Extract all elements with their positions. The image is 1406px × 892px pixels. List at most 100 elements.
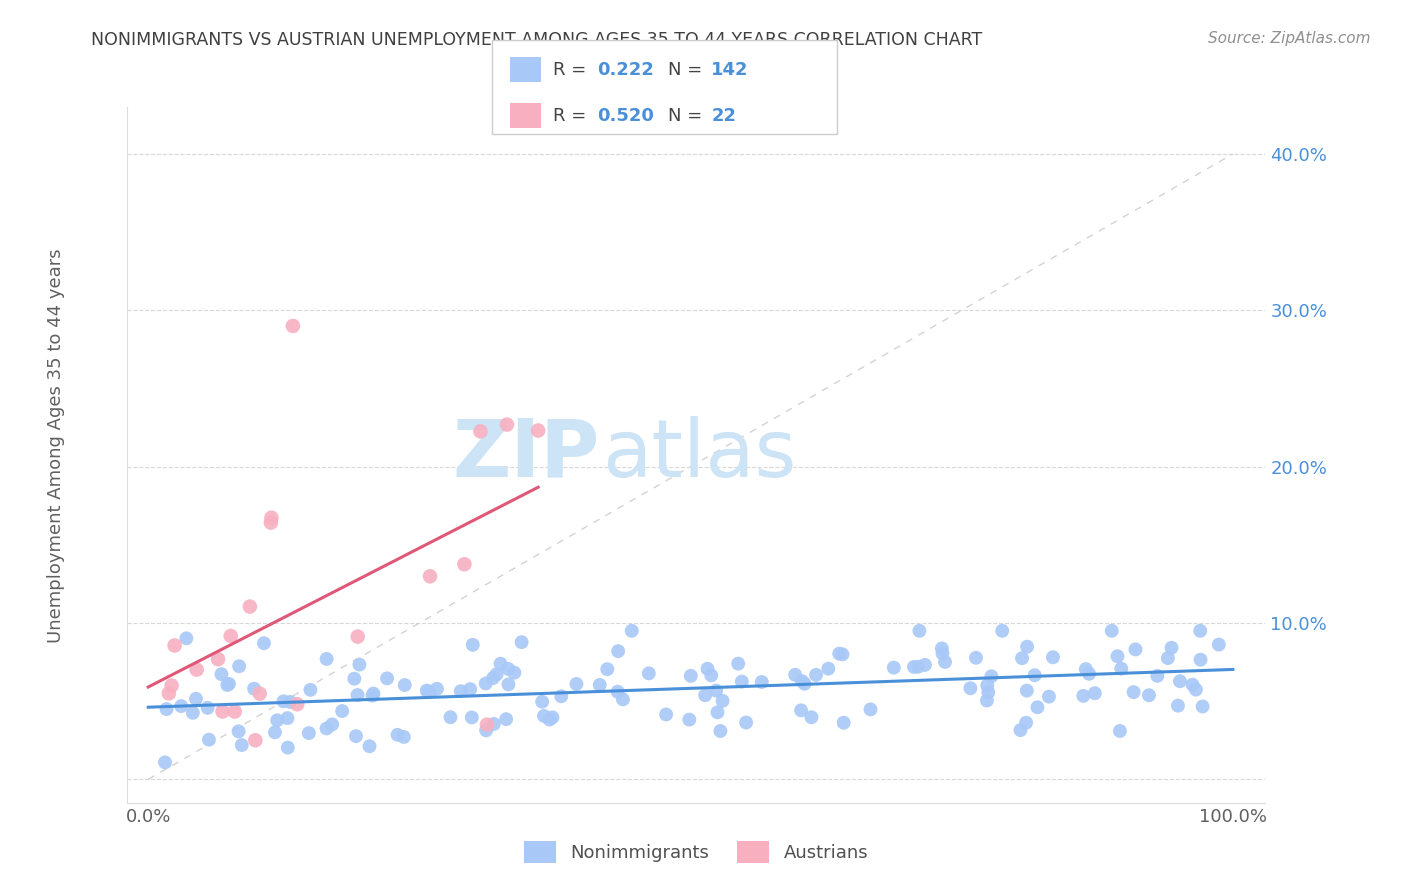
Point (249, 687, 271, 701)
Text: 0.520: 0.520 (598, 107, 654, 125)
Point (565, 677, 588, 691)
Point (531, 695, 554, 709)
Point (218, 677, 240, 691)
Point (711, 694, 734, 708)
Point (299, 682, 322, 697)
Point (700, 668, 723, 682)
Point (273, 694, 295, 708)
Point (1157, 651, 1180, 665)
Point (709, 724, 731, 739)
Point (361, 689, 384, 703)
Point (496, 662, 519, 676)
Point (903, 660, 925, 674)
Point (197, 701, 219, 715)
Point (439, 710, 461, 724)
Point (589, 678, 612, 692)
Text: Source: ZipAtlas.com: Source: ZipAtlas.com (1208, 31, 1371, 46)
Point (198, 732, 221, 747)
Point (475, 717, 498, 731)
Point (285, 697, 308, 711)
Point (678, 713, 700, 727)
Point (1122, 685, 1144, 699)
Point (785, 668, 807, 682)
Point (679, 669, 702, 683)
Point (1189, 653, 1212, 667)
Point (155, 702, 177, 716)
Point (1074, 662, 1097, 676)
Point (1015, 715, 1038, 730)
Point (207, 652, 229, 666)
Text: N =: N = (668, 61, 707, 78)
Point (1191, 699, 1213, 714)
Text: NONIMMIGRANTS VS AUSTRIAN UNEMPLOYMENT AMONG AGES 35 TO 44 YEARS CORRELATION CHA: NONIMMIGRANTS VS AUSTRIAN UNEMPLOYMENT A… (91, 31, 983, 49)
Point (315, 722, 337, 736)
Point (931, 647, 953, 661)
Point (914, 657, 936, 672)
Point (1017, 640, 1039, 654)
Point (474, 676, 496, 690)
Point (832, 715, 855, 730)
Point (375, 672, 398, 686)
Point (1208, 638, 1230, 652)
Point (239, 599, 262, 614)
Point (228, 659, 250, 673)
Point (1015, 683, 1038, 698)
Point (533, 709, 555, 723)
Point (243, 681, 266, 696)
Point (751, 675, 773, 690)
Point (1078, 666, 1101, 681)
Point (620, 624, 643, 638)
Point (1146, 669, 1168, 683)
Point (696, 662, 718, 676)
Point (1167, 698, 1189, 713)
Point (343, 672, 366, 686)
Text: ZIP: ZIP (451, 416, 599, 494)
Text: 0.222: 0.222 (598, 61, 654, 78)
Point (281, 318, 304, 333)
Point (260, 510, 283, 524)
Point (170, 699, 193, 714)
Point (461, 638, 484, 652)
Point (1181, 678, 1204, 692)
Point (224, 705, 246, 719)
Point (163, 639, 186, 653)
Point (330, 704, 353, 718)
Point (387, 728, 409, 742)
Point (392, 730, 415, 744)
Point (1168, 674, 1191, 689)
Point (965, 650, 987, 665)
Point (394, 678, 416, 692)
Point (489, 657, 512, 671)
Point (485, 667, 508, 681)
Point (211, 667, 233, 681)
Point (831, 648, 853, 662)
Point (541, 710, 564, 724)
Point (804, 668, 827, 682)
Point (482, 671, 505, 685)
Point (934, 655, 956, 669)
Point (655, 707, 678, 722)
Point (1042, 650, 1064, 665)
Point (321, 717, 343, 731)
Point (1137, 688, 1160, 702)
Point (1084, 686, 1107, 700)
Point (231, 738, 253, 752)
Point (264, 725, 287, 739)
Point (496, 417, 519, 432)
Point (461, 710, 484, 724)
Point (498, 677, 520, 691)
Text: Unemployment Among Ages 35 to 44 years: Unemployment Among Ages 35 to 44 years (48, 249, 65, 643)
Point (596, 662, 619, 676)
Point (637, 666, 659, 681)
Point (470, 425, 492, 439)
Point (527, 424, 550, 438)
Point (418, 685, 440, 699)
Point (959, 681, 981, 696)
Point (298, 726, 321, 740)
Point (607, 644, 630, 658)
Point (419, 569, 441, 583)
Point (1111, 662, 1133, 676)
Point (976, 678, 998, 692)
Point (976, 693, 998, 707)
Point (1011, 651, 1033, 665)
